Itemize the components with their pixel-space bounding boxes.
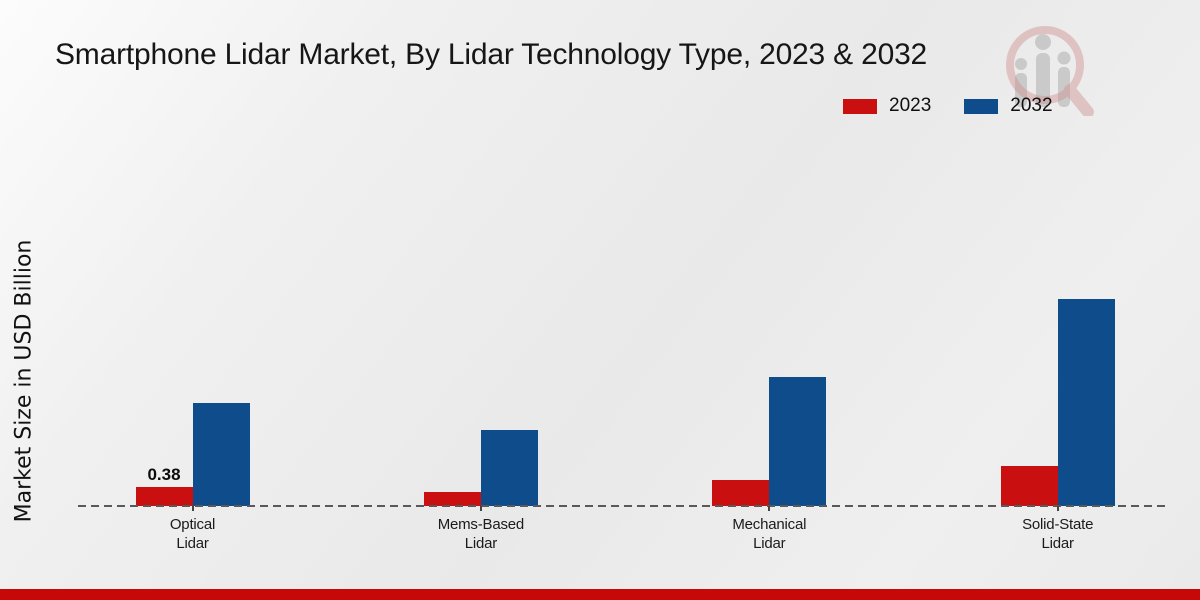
watermark-magnifier xyxy=(1006,26,1094,116)
legend-label-2023: 2023 xyxy=(889,95,932,116)
category-label: Solid-State Lidar xyxy=(1022,516,1094,552)
x-axis-baseline xyxy=(78,505,1167,507)
bar-2023 xyxy=(135,487,193,506)
y-axis-label: Market Size in USD Billion xyxy=(11,239,37,523)
x-axis-tick xyxy=(191,506,194,511)
bar-2032 xyxy=(769,377,827,506)
x-axis-tick xyxy=(1056,506,1059,511)
bar-group xyxy=(1000,298,1115,506)
x-axis-tick xyxy=(479,506,482,511)
bar-group xyxy=(423,430,538,506)
bar-2023 xyxy=(1000,466,1058,506)
bar-group xyxy=(135,402,250,506)
bar-value-label: 0.38 xyxy=(147,465,181,484)
watermark-bars xyxy=(1015,34,1071,107)
legend: 2023 2032 xyxy=(843,95,1053,117)
bar-2023 xyxy=(423,492,481,506)
chart-title: Smartphone Lidar Market, By Lidar Techno… xyxy=(55,38,928,71)
bar-2032 xyxy=(480,430,538,506)
bar-2032 xyxy=(1057,298,1115,506)
bar-2023 xyxy=(712,479,770,506)
category-label: Mechanical Lidar xyxy=(732,516,807,552)
legend-swatch-2032 xyxy=(964,98,999,114)
category-label: Mems-Based Lidar xyxy=(437,516,525,552)
watermark-logo xyxy=(1006,26,1094,116)
legend-swatch-2023 xyxy=(843,98,877,114)
legend-label-2032: 2032 xyxy=(1010,95,1053,116)
bar-group xyxy=(712,377,827,506)
bar-2032 xyxy=(192,402,250,506)
x-axis-tick xyxy=(768,506,771,511)
category-label: Optical Lidar xyxy=(169,516,216,552)
footer-bar xyxy=(0,589,1200,600)
